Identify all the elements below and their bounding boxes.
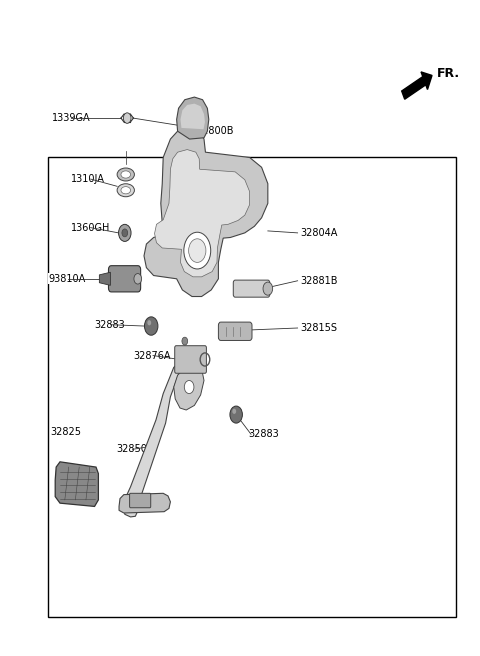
Circle shape <box>230 406 242 423</box>
Circle shape <box>232 409 236 414</box>
Text: 1339GA: 1339GA <box>52 113 90 123</box>
Ellipse shape <box>121 171 131 178</box>
Text: 32825: 32825 <box>50 426 82 437</box>
Polygon shape <box>144 128 268 297</box>
Text: 32883: 32883 <box>94 319 125 330</box>
Ellipse shape <box>117 168 134 181</box>
Polygon shape <box>119 493 170 513</box>
FancyBboxPatch shape <box>175 346 206 373</box>
Circle shape <box>189 239 206 262</box>
Text: FR.: FR. <box>437 67 460 80</box>
Text: 32850: 32850 <box>116 444 147 455</box>
Circle shape <box>184 232 211 269</box>
Text: 1310JA: 1310JA <box>71 174 105 184</box>
Polygon shape <box>124 364 180 517</box>
Text: 32804A: 32804A <box>300 228 337 238</box>
Text: 1360GH: 1360GH <box>71 222 110 233</box>
FancyBboxPatch shape <box>218 322 252 340</box>
Polygon shape <box>180 104 205 129</box>
Text: 32881B: 32881B <box>300 276 337 286</box>
FancyArrow shape <box>402 72 432 99</box>
FancyBboxPatch shape <box>233 280 270 297</box>
Text: 32815S: 32815S <box>300 323 337 333</box>
Circle shape <box>122 229 128 237</box>
Text: 32883: 32883 <box>249 429 279 440</box>
Circle shape <box>119 224 131 241</box>
Text: 93810A: 93810A <box>48 274 85 284</box>
Ellipse shape <box>117 184 134 197</box>
Text: 32876A: 32876A <box>133 350 171 361</box>
Circle shape <box>123 113 131 123</box>
Polygon shape <box>99 272 110 285</box>
Circle shape <box>184 380 194 394</box>
Polygon shape <box>177 97 209 139</box>
Circle shape <box>182 337 188 345</box>
Text: 32800B: 32800B <box>197 126 234 136</box>
Bar <box>48 157 456 617</box>
Circle shape <box>134 274 142 284</box>
Circle shape <box>263 282 273 295</box>
Ellipse shape <box>121 186 131 194</box>
FancyBboxPatch shape <box>130 493 151 508</box>
Circle shape <box>147 320 151 325</box>
FancyBboxPatch shape <box>108 266 141 292</box>
Polygon shape <box>55 462 98 506</box>
Polygon shape <box>174 364 204 410</box>
Circle shape <box>144 317 158 335</box>
Polygon shape <box>155 150 250 277</box>
